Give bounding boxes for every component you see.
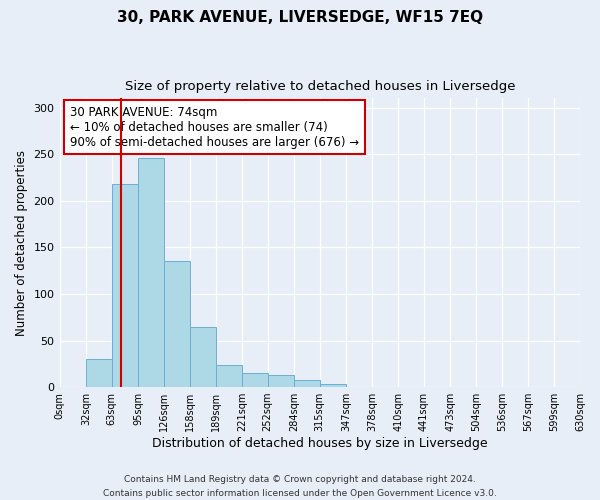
Title: Size of property relative to detached houses in Liversedge: Size of property relative to detached ho… bbox=[125, 80, 515, 93]
Bar bbox=[164, 262, 190, 387]
Bar bbox=[86, 359, 112, 387]
Bar bbox=[268, 375, 294, 387]
Bar bbox=[242, 373, 268, 387]
Text: 30, PARK AVENUE, LIVERSEDGE, WF15 7EQ: 30, PARK AVENUE, LIVERSEDGE, WF15 7EQ bbox=[117, 10, 483, 25]
Bar bbox=[320, 384, 346, 387]
Text: 30 PARK AVENUE: 74sqm
← 10% of detached houses are smaller (74)
90% of semi-deta: 30 PARK AVENUE: 74sqm ← 10% of detached … bbox=[70, 106, 359, 148]
Bar bbox=[138, 158, 164, 387]
Bar bbox=[190, 326, 215, 387]
Bar bbox=[112, 184, 138, 387]
Bar bbox=[294, 380, 320, 387]
Text: Contains HM Land Registry data © Crown copyright and database right 2024.
Contai: Contains HM Land Registry data © Crown c… bbox=[103, 476, 497, 498]
Y-axis label: Number of detached properties: Number of detached properties bbox=[15, 150, 28, 336]
X-axis label: Distribution of detached houses by size in Liversedge: Distribution of detached houses by size … bbox=[152, 437, 488, 450]
Bar bbox=[215, 364, 242, 387]
